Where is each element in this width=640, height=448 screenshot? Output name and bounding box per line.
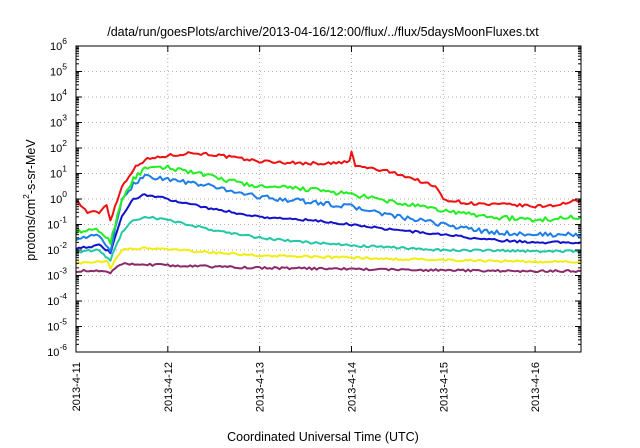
y-tick-exponent: -6 — [59, 342, 67, 352]
series-line-4 — [75, 193, 582, 255]
y-tick-exponent: 5 — [62, 62, 67, 72]
series-line-5 — [75, 215, 582, 262]
y-axis-label-exponent: 2 — [21, 194, 31, 199]
x-tick-label: 2013-4-16 — [530, 362, 542, 412]
grid-lines — [76, 46, 581, 352]
y-tick-label: 102 — [50, 138, 67, 155]
x-tick-label: 2013-4-15 — [438, 362, 450, 412]
y-tick-exponent: -2 — [59, 240, 67, 250]
y-tick-exponent: 2 — [62, 138, 67, 148]
y-axis-label: protons/cm2-s-sr-MeV — [21, 139, 38, 261]
y-tick-label: 101 — [50, 164, 67, 181]
series-line-2 — [75, 164, 582, 245]
y-tick-exponent: -4 — [59, 291, 67, 301]
x-tick-label: 2013-4-13 — [255, 362, 267, 412]
y-tick-exponent: 6 — [62, 36, 67, 46]
x-tick-label: 2013-4-12 — [163, 362, 175, 412]
y-tick-exponent: -3 — [59, 266, 67, 276]
series-line-3 — [75, 173, 582, 253]
y-tick-label: 10-2 — [47, 240, 67, 257]
y-tick-base: 10 — [47, 296, 59, 308]
x-axis: 2013-4-11 2013-4-12 2013-4-13 2013-4-14 2013… — [71, 46, 542, 412]
y-tick-label: 103 — [50, 113, 67, 130]
y-tick-base: 10 — [50, 41, 62, 53]
y-axis-label-main: protons/cm — [24, 199, 38, 261]
y-tick-label: 100 — [50, 189, 67, 206]
y-tick-exponent: 4 — [62, 87, 67, 97]
y-tick-base: 10 — [50, 118, 62, 130]
y-tick-label: 105 — [50, 62, 67, 79]
y-tick-base: 10 — [50, 92, 62, 104]
y-tick-base: 10 — [47, 347, 59, 359]
y-tick-label: 10-4 — [47, 291, 67, 308]
y-tick-label: 10-5 — [47, 317, 67, 334]
x-axis-label: Coordinated Universal Time (UTC) — [227, 430, 419, 444]
y-tick-base: 10 — [50, 169, 62, 181]
series-line-1 — [75, 150, 582, 222]
series-line-6 — [75, 246, 582, 270]
y-tick-base: 10 — [50, 194, 62, 206]
y-tick-exponent: -5 — [59, 317, 67, 327]
chart-title: /data/run/goesPlots/archive/2013-04-16/1… — [107, 25, 539, 39]
y-tick-exponent: 3 — [62, 113, 67, 123]
y-tick-exponent: -1 — [59, 215, 67, 225]
x-tick-label: 2013-4-11 — [71, 362, 83, 411]
y-tick-base: 10 — [47, 220, 59, 232]
y-tick-label: 10-3 — [47, 266, 67, 283]
y-tick-label: 10-1 — [47, 215, 67, 232]
y-axis: 10-610-510-410-310-210-11001011021031041… — [47, 36, 581, 359]
series-line-7 — [75, 262, 582, 275]
series-layer — [75, 150, 582, 275]
y-tick-exponent: 1 — [62, 164, 67, 174]
y-tick-base: 10 — [50, 67, 62, 79]
y-tick-label: 106 — [50, 36, 67, 53]
y-tick-base: 10 — [50, 143, 62, 155]
x-tick-label: 2013-4-14 — [346, 362, 358, 412]
y-tick-base: 10 — [47, 271, 59, 283]
y-axis-label-units: -s-sr-MeV — [24, 139, 38, 195]
y-tick-base: 10 — [47, 322, 59, 334]
y-tick-exponent: 0 — [62, 189, 67, 199]
y-tick-label: 104 — [50, 87, 67, 104]
y-tick-base: 10 — [47, 245, 59, 257]
y-tick-label: 10-6 — [47, 342, 67, 359]
